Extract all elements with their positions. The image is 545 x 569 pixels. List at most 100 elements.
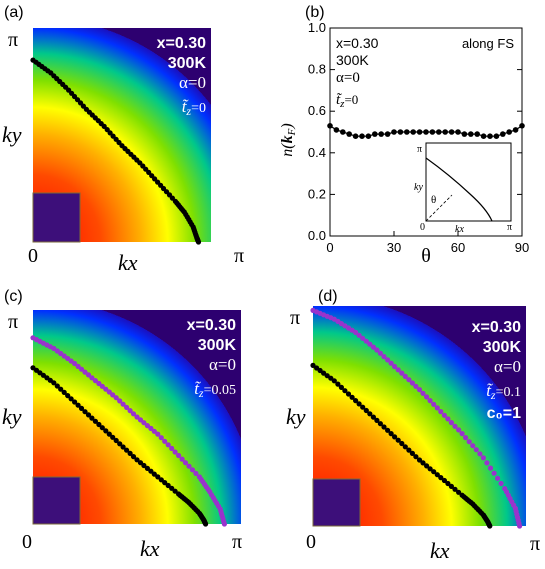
inset-ky: ky (414, 182, 423, 193)
note-b: along FS (462, 36, 514, 51)
temperature-c: 300K (198, 337, 237, 354)
series-point (519, 123, 525, 129)
fs-point-black (335, 381, 341, 387)
fs-point-purple (176, 452, 182, 459)
fs-point-purple (186, 463, 192, 469)
c0-d: c₀=1 (487, 405, 521, 422)
series-point (340, 129, 346, 135)
doping-c: x=0.30 (187, 317, 236, 334)
ky-label-d: ky (286, 404, 306, 429)
series-point (480, 133, 487, 139)
kx-pi-tick-a: π (234, 245, 244, 267)
corner-box-c (32, 476, 81, 525)
alpha-b: α=0 (336, 70, 360, 86)
fs-point-black (345, 391, 352, 397)
kx-label-a: kx (118, 250, 138, 275)
x-tick-label: 0 (326, 240, 333, 255)
alpha-c: α=0 (209, 355, 236, 374)
xlabel-b: θ (421, 245, 431, 267)
fs-point-purple (165, 442, 171, 448)
corner-box-d (312, 478, 361, 527)
fs-point-purple (353, 329, 359, 335)
inset-kx: kx (455, 224, 464, 235)
panel-b: (b) 0.0 0.2 0.4 0.6 0.8 1.0 0 30 60 90 n(kF) θ x=… (279, 4, 529, 267)
fs-point-black (165, 482, 171, 489)
fs-point-black (92, 418, 98, 424)
series-point (423, 129, 429, 135)
fs-point-black (321, 370, 327, 376)
fs-point-black (96, 421, 102, 428)
kx-pi-tick-d: π (530, 533, 540, 555)
fs-point-black (441, 477, 447, 484)
series-point (416, 129, 423, 135)
fs-point-purple (385, 357, 391, 363)
fs-point-black (120, 444, 126, 450)
fs-point-black (377, 421, 383, 427)
series-point (327, 123, 333, 129)
fs-point-purple (158, 435, 164, 441)
fs-point-purple (487, 465, 494, 471)
fs-point-black (72, 399, 78, 405)
series-point (506, 129, 512, 135)
x-tick-label: 30 (387, 240, 401, 255)
inset-pi-x: π (507, 222, 512, 233)
fs-point-purple (463, 435, 469, 441)
fs-point-purple (441, 412, 447, 418)
fs-point-black (342, 388, 348, 394)
ticks-b: 0.0 0.2 0.4 0.6 0.8 1.0 0 30 60 90 (308, 20, 529, 255)
fs-point-black (487, 523, 493, 529)
fs-point-black (144, 465, 150, 471)
fs-point-purple (151, 428, 157, 434)
fs-point-black (395, 437, 401, 443)
corner-box-a (32, 192, 81, 243)
tz-b: t̃z=0 (336, 92, 358, 110)
fs-point-black (68, 396, 74, 402)
fs-point-black (367, 411, 373, 417)
y-tick-label: 0.2 (308, 186, 326, 201)
fs-point-black (413, 454, 419, 460)
fs-point-purple (420, 390, 426, 396)
fs-point-purple (402, 373, 408, 379)
fs-point-purple (363, 338, 369, 344)
info-a: x=0.30 300K α=0 t̃z=0 (157, 35, 207, 118)
fs-point-purple (78, 366, 85, 372)
panel-c: (c) π 0 π ky kx x=0.30 300K α=0 t̃z=0.05 (2, 288, 242, 561)
series-point (378, 131, 385, 137)
fs-point-black (106, 431, 112, 437)
ky-pi-tick-a: π (8, 29, 18, 51)
tz-c: t̃z=0.05 (194, 379, 236, 400)
fs-point-black (385, 427, 391, 433)
fs-point-purple (399, 370, 405, 376)
fs-point-black (169, 485, 175, 491)
fs-point-black (54, 383, 60, 389)
inset-theta: θ (431, 194, 436, 206)
fs-point-black (117, 441, 123, 447)
fs-point-black (438, 475, 444, 481)
fs-point-purple (517, 523, 523, 529)
fs-point-purple (406, 377, 412, 383)
fs-point-black (89, 415, 95, 421)
fs-point-purple (424, 394, 430, 400)
series-point (493, 133, 500, 139)
fs-point-black (82, 409, 88, 415)
fs-point-purple (72, 360, 78, 367)
fs-point-black (452, 486, 458, 492)
doping-d: x=0.30 (472, 319, 521, 336)
kx-zero-tick-a: 0 (28, 245, 38, 267)
info-d: x=0.30 300K α=0 t̃z=0.1 c₀=1 (472, 319, 522, 422)
fs-point-purple (110, 392, 116, 398)
heatmap-d (310, 306, 526, 529)
fs-point-black (402, 444, 408, 450)
fs-point-black (427, 466, 433, 472)
fs-point-black (424, 463, 430, 469)
fs-point-black (85, 412, 92, 418)
y-tick-label: 1.0 (308, 20, 326, 35)
temperature-b: 300K (336, 52, 369, 68)
fs-point-black (127, 450, 133, 456)
tz-a: t̃z=0 (182, 97, 206, 118)
fs-point-black (110, 434, 116, 440)
series-point (442, 129, 449, 135)
fs-point-purple (459, 431, 465, 437)
fs-point-purple (182, 460, 189, 466)
